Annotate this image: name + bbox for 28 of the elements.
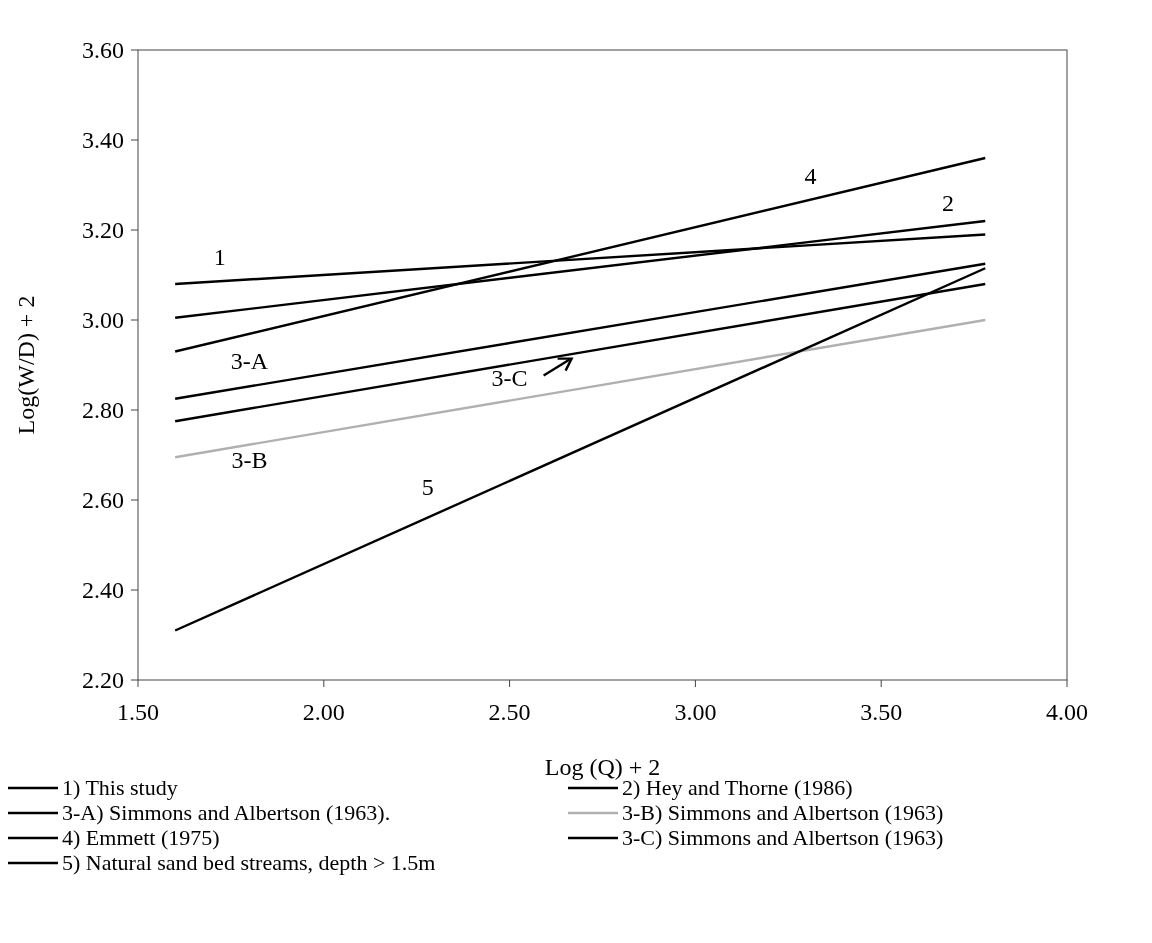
x-tick-label: 1.50 (117, 699, 159, 725)
y-tick-label: 3.60 (82, 37, 124, 63)
y-tick-label: 3.00 (82, 307, 124, 333)
x-tick-label: 2.50 (488, 699, 531, 725)
annotation: 2 (942, 190, 955, 217)
legend-label: 3-A) Simmons and Albertson (1963). (62, 800, 391, 825)
y-tick-label: 3.40 (82, 127, 124, 153)
y-tick-label: 2.20 (82, 667, 124, 693)
legend-label: 3-B) Simmons and Albertson (1963) (622, 800, 944, 825)
annotation: 1 (213, 243, 226, 270)
y-tick-label: 2.40 (82, 577, 124, 603)
y-axis-title: Log(W/D) + 2 (13, 295, 39, 435)
annotation: 3-C (491, 364, 528, 391)
annotation: 3-B (231, 446, 268, 473)
annotation: 3-A (230, 347, 269, 374)
y-tick-label: 2.80 (82, 397, 124, 423)
legend-label: 3-C) Simmons and Albertson (1963) (622, 825, 944, 850)
y-tick-label: 2.60 (82, 487, 124, 513)
x-tick-label: 3.50 (860, 699, 903, 725)
x-tick-label: 2.00 (302, 699, 345, 725)
y-tick-label: 3.20 (82, 217, 124, 243)
legend-label: 1) This study (62, 775, 178, 800)
x-tick-label: 4.00 (1046, 699, 1088, 725)
annotation: 4 (804, 163, 817, 189)
annotation: 5 (421, 473, 434, 500)
x-tick-label: 3.00 (674, 699, 717, 725)
legend-label: 4) Emmett (1975) (62, 825, 220, 850)
legend-label: 5) Natural sand bed streams, depth > 1.5m (62, 850, 436, 875)
